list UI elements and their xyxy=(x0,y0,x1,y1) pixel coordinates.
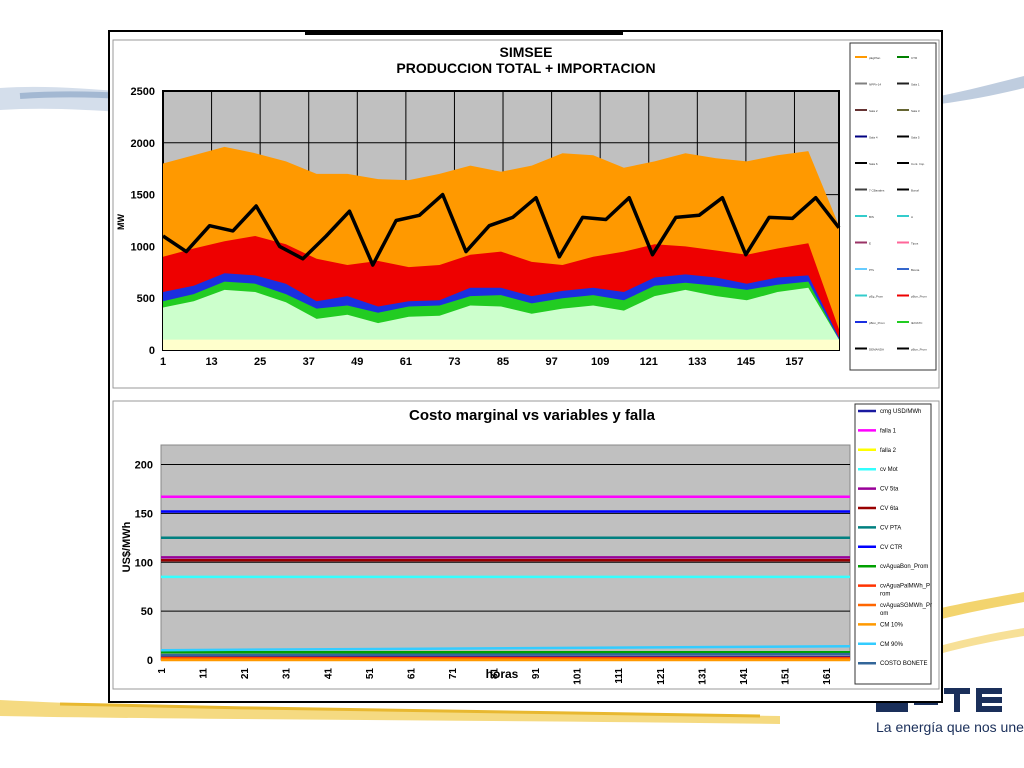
chart1-legend-label: BIS xyxy=(869,215,874,219)
chart2-ytick-label: 100 xyxy=(135,557,153,569)
chart1-legend-label: Sala 6 xyxy=(869,162,878,166)
chart1-total-line xyxy=(162,192,841,267)
chart2-xtick-label: 151 xyxy=(780,668,791,685)
chart1-ytick-label: 2000 xyxy=(131,138,155,150)
chart1-legend-label: Sala 4 xyxy=(869,136,878,140)
chart2-xtick-label: 91 xyxy=(531,668,542,680)
chart1-legend-label: Sala 5 xyxy=(911,136,920,140)
chart1-base-band xyxy=(163,339,839,350)
chart1-legend-label: E xyxy=(869,242,871,246)
chart2-legend-label: rom xyxy=(880,592,890,598)
chart2-xtick-label: 81 xyxy=(490,668,501,680)
chart2-legend-label: cv Mot xyxy=(880,467,898,473)
chart1-subtitle: PRODUCCION TOTAL + IMPORTACION xyxy=(396,60,655,76)
chart2-xtick-label: 101 xyxy=(573,668,584,685)
chart2-plot-area xyxy=(160,444,851,661)
chart1-ytick-label: 1000 xyxy=(131,241,155,253)
chart2-xtick-label: 21 xyxy=(240,668,251,680)
chart2-legend-label: om xyxy=(880,611,888,617)
chart2-legend-label: CM 10% xyxy=(880,622,904,628)
chart1-xtick-label: 25 xyxy=(254,356,266,368)
chart1-legend-label: 7 CBasales xyxy=(869,189,885,193)
chart2-legend-label: falla 1 xyxy=(880,428,897,434)
chart1-legend-label: Sala 2 xyxy=(869,109,878,113)
chart1-legend-label: pBon_Prom xyxy=(911,348,927,352)
chart2-ytick-label: 0 xyxy=(147,655,153,667)
chart1-legend-label: DEMANDA xyxy=(869,348,884,352)
chart1-legend-label: NPPI+14 xyxy=(869,83,881,87)
chart1-xtick-label: 121 xyxy=(640,356,658,368)
chart1-legend-label: pBon_Prom xyxy=(869,321,885,325)
chart2-title: Costo marginal vs variables y falla xyxy=(409,407,656,424)
chart2-legend-label: cmg USD/MWh xyxy=(880,409,921,415)
chart1-xtick-label: 13 xyxy=(205,356,217,368)
production-chart: SIMSEE PRODUCCION TOTAL + IMPORTACION 0 5… xyxy=(112,39,940,389)
chart2-ytick-label: 50 xyxy=(141,606,153,618)
chart1-legend-label: Sala 1 xyxy=(911,83,920,87)
chart2-xtick-label: 61 xyxy=(406,668,417,680)
chart2-xtick-label: 51 xyxy=(365,668,376,680)
chart2-legend-label: cvAguaSGMWh_Pr xyxy=(880,603,932,609)
chart2-xtick-label: 161 xyxy=(822,668,833,685)
chart1-legend-label: Sala 3 xyxy=(911,109,920,113)
chart1-legend-label: Bonaf xyxy=(911,189,919,193)
chart1-xtick-label: 97 xyxy=(545,356,557,368)
chart1-xtick-label: 133 xyxy=(688,356,706,368)
chart1-xtick-label: 1 xyxy=(160,356,166,368)
chart2-legend-label: CV PTA xyxy=(880,525,901,531)
chart2-series-line-12 xyxy=(160,645,851,652)
chart1-ytick-label: 0 xyxy=(149,345,155,357)
chart2-ylabel: US$/MWh xyxy=(121,521,133,572)
chart1-ylabel: MW xyxy=(116,214,126,230)
chart2-ytick-label: 150 xyxy=(135,508,153,520)
chart1-area-series-0 xyxy=(163,287,839,350)
chart1-legend-label: IEX/ATC xyxy=(911,321,923,325)
chart2-legend-label: cvAguaBon_Prom xyxy=(880,564,928,570)
chart1-ytick-label: 1500 xyxy=(131,190,155,202)
chart2-xtick-label: 1 xyxy=(157,668,168,674)
chart1-legend-label: Tipos xyxy=(911,242,919,246)
chart1-legend-label: A xyxy=(911,215,913,219)
chart1-legend-label: Cont. Imp. xyxy=(911,162,925,166)
chart2-xtick-label: 111 xyxy=(614,668,625,684)
chart2-xtick-label: 41 xyxy=(323,668,334,680)
chart2-xtick-label: 141 xyxy=(739,668,750,685)
chart1-legend-label: CTR xyxy=(911,56,918,60)
chart1-title: SIMSEE xyxy=(500,44,553,60)
chart2-legend-label: cvAguaPalMWh_P xyxy=(880,584,930,590)
chart2-xtick-label: 131 xyxy=(697,668,708,685)
chart2-legend-label: falla 2 xyxy=(880,448,897,454)
marginal-cost-chart: Costo marginal vs variables y falla 0 50 1… xyxy=(112,400,940,690)
chart2-legend-label: CV 5ta xyxy=(880,487,899,493)
chart2-xtick-label: 121 xyxy=(656,668,667,685)
chart2-ytick-label: 200 xyxy=(135,460,153,472)
chart2-xtick-label: 71 xyxy=(448,668,459,680)
chart1-legend-label: pEg_Prom xyxy=(869,295,884,299)
chart1-xtick-label: 37 xyxy=(303,356,315,368)
chart1-xtick-label: 73 xyxy=(448,356,460,368)
chart2-legend-label: COSTO BONETE xyxy=(880,661,928,667)
chart1-legend-label: Bionia xyxy=(911,268,920,272)
chart1-xtick-label: 157 xyxy=(785,356,803,368)
chart1-ytick-label: 500 xyxy=(137,293,155,305)
chart1-legend xyxy=(849,42,937,371)
chart1-legend-label: PTs xyxy=(869,268,875,272)
chart2-legend-label: CV CTR xyxy=(880,545,903,551)
chart1-xtick-label: 85 xyxy=(497,356,509,368)
chart2-legend-label: CV 6ta xyxy=(880,506,899,512)
chart2-xtick-label: 11 xyxy=(199,668,210,679)
chart1-ytick-label: 2500 xyxy=(131,86,155,98)
logo-tagline: La energía que nos une xyxy=(876,719,1024,735)
chart1-xtick-label: 61 xyxy=(400,356,412,368)
chart1-legend-label: pEgPlan xyxy=(869,56,881,60)
chart1-xtick-label: 109 xyxy=(591,356,609,368)
chart2-legend-label: CM 90% xyxy=(880,642,904,648)
chart1-legend-label: pBon_Prom xyxy=(911,295,927,299)
chart2-xtick-label: 31 xyxy=(282,668,293,680)
chart1-xtick-label: 49 xyxy=(351,356,363,368)
chart2-xlabel: horas xyxy=(486,667,519,681)
chart2-series-line-13 xyxy=(160,652,851,657)
chart1-xtick-label: 145 xyxy=(737,356,755,368)
